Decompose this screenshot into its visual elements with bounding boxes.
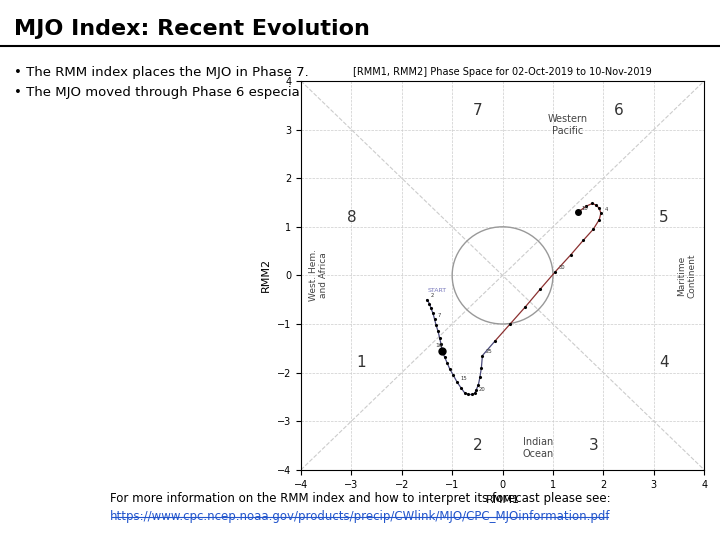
Text: 7: 7 bbox=[438, 313, 441, 318]
Text: 2: 2 bbox=[472, 438, 482, 453]
Text: 10: 10 bbox=[582, 206, 588, 211]
Text: 30: 30 bbox=[559, 265, 566, 270]
Text: 7: 7 bbox=[472, 103, 482, 118]
Text: 25: 25 bbox=[486, 349, 492, 354]
Text: MJO Index: Recent Evolution: MJO Index: Recent Evolution bbox=[14, 19, 370, 39]
Text: 8: 8 bbox=[346, 210, 356, 225]
Text: • The MJO moved through Phase 6 especially quickly.: • The MJO moved through Phase 6 especial… bbox=[14, 86, 369, 99]
Text: • The RMM index places the MJO in Phase 7.: • The RMM index places the MJO in Phase … bbox=[14, 66, 309, 79]
Text: https://www.cpc.ncep.noaa.gov/products/precip/CWlink/MJO/CPC_MJOinformation.pdf: https://www.cpc.ncep.noaa.gov/products/p… bbox=[109, 510, 611, 523]
Text: 4: 4 bbox=[604, 207, 608, 212]
Text: West. Hem.
and Africa: West. Hem. and Africa bbox=[309, 249, 328, 301]
Text: 4: 4 bbox=[659, 355, 669, 370]
Text: 15: 15 bbox=[461, 376, 467, 381]
Text: 6: 6 bbox=[613, 103, 624, 118]
Title: [RMM1, RMM2] Phase Space for 02-Oct-2019 to 10-Nov-2019: [RMM1, RMM2] Phase Space for 02-Oct-2019… bbox=[354, 68, 652, 77]
Text: 1: 1 bbox=[356, 355, 366, 370]
Text: 10: 10 bbox=[435, 343, 443, 348]
Text: For more information on the RMM index and how to interpret its forecast please s: For more information on the RMM index an… bbox=[109, 492, 611, 505]
Text: Maritime
Continent: Maritime Continent bbox=[677, 253, 696, 298]
Text: Western
Pacific: Western Pacific bbox=[548, 114, 588, 136]
Text: 3: 3 bbox=[588, 438, 598, 453]
X-axis label: RMM1: RMM1 bbox=[485, 495, 520, 505]
Text: START: START bbox=[428, 288, 446, 293]
Text: 20: 20 bbox=[478, 387, 485, 392]
Text: 5: 5 bbox=[659, 210, 669, 225]
Text: 2: 2 bbox=[431, 293, 434, 298]
Y-axis label: RMM2: RMM2 bbox=[261, 258, 271, 293]
Text: Indian
Ocean: Indian Ocean bbox=[522, 437, 554, 458]
